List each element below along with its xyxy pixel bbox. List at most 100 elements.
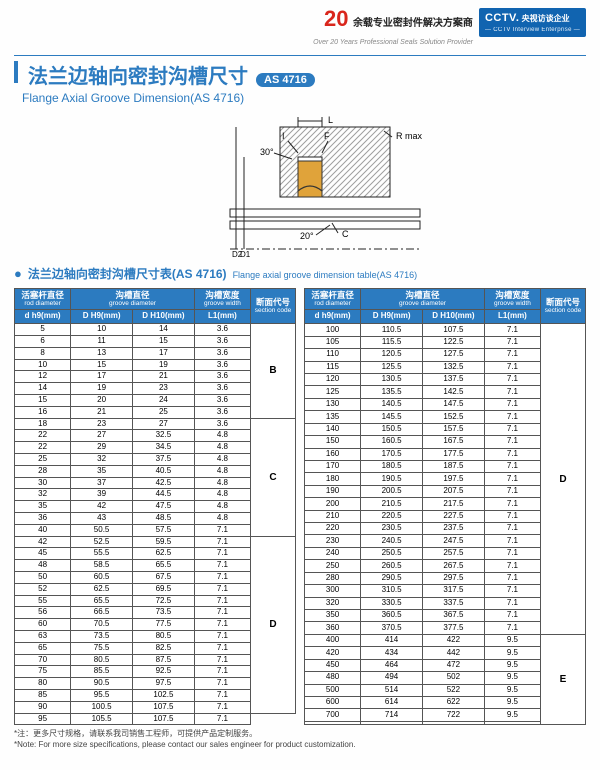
cell: 330.5 xyxy=(361,597,423,609)
cell: 480 xyxy=(305,672,361,684)
cell: 107.5 xyxy=(133,713,195,725)
title-cn: 法兰边轴向密封沟槽尺寸 xyxy=(28,60,248,89)
cell: 48 xyxy=(15,560,71,572)
cell: 7.1 xyxy=(484,448,540,460)
cell: 52.5 xyxy=(71,536,133,548)
cell: 217.5 xyxy=(423,498,485,510)
cell: 220.5 xyxy=(361,510,423,522)
u4r: L1(mm) xyxy=(484,310,540,324)
label-L: L xyxy=(328,115,333,125)
cell: 15 xyxy=(15,395,71,407)
cell: 102.5 xyxy=(133,689,195,701)
subhead-en: Flange axial groove dimension table(AS 4… xyxy=(233,270,418,280)
cell: 44.5 xyxy=(133,489,195,501)
cell: 7.1 xyxy=(484,460,540,472)
cell: 7.1 xyxy=(484,597,540,609)
cell: 187.5 xyxy=(423,460,485,472)
section-code-cell: B xyxy=(251,324,296,418)
cell: 9.5 xyxy=(484,672,540,684)
table-row: 100110.5107.57.1D xyxy=(305,324,586,336)
label-20: 20° xyxy=(300,231,314,241)
cell: 30 xyxy=(15,477,71,489)
cell: 622 xyxy=(423,696,485,708)
cell: 160 xyxy=(305,448,361,460)
cell: 55.5 xyxy=(71,548,133,560)
cell: 7.1 xyxy=(194,689,250,701)
cell: 7.1 xyxy=(484,572,540,584)
cell: 247.5 xyxy=(423,535,485,547)
cell: 3.6 xyxy=(194,406,250,418)
cell: 600 xyxy=(305,696,361,708)
h-col3: 沟槽宽度groove width xyxy=(194,289,250,310)
cell: 140.5 xyxy=(361,398,423,410)
top-20: 20 xyxy=(324,6,348,31)
bullet-icon: ● xyxy=(14,266,22,281)
cell: 7.1 xyxy=(484,398,540,410)
cell: 48.5 xyxy=(133,513,195,525)
label-30: 30° xyxy=(260,147,274,157)
cell: 15 xyxy=(71,359,133,371)
top-bar: 20 余载专业密封件解决方案商 Over 20 Years Profession… xyxy=(14,8,586,49)
cctv-en: — CCTV Interview Enterprise — xyxy=(485,27,580,33)
cell: 56 xyxy=(15,607,71,619)
cell: 7.1 xyxy=(484,609,540,621)
cell xyxy=(305,721,361,725)
cell: 67.5 xyxy=(133,572,195,584)
cell: 110.5 xyxy=(361,324,423,336)
cell: 95.5 xyxy=(71,689,133,701)
cell: 420 xyxy=(305,647,361,659)
cell: 7.1 xyxy=(484,523,540,535)
cell: 145.5 xyxy=(361,411,423,423)
cell: 107.5 xyxy=(133,701,195,713)
cell: 29 xyxy=(71,442,133,454)
cell: 502 xyxy=(423,672,485,684)
cell: 9.5 xyxy=(484,696,540,708)
cell: 500 xyxy=(305,684,361,696)
cell xyxy=(361,721,423,725)
diagram: L I F 30° R max D1 D2 20° C xyxy=(14,109,586,259)
cell: 7.1 xyxy=(194,619,250,631)
cell: 4.8 xyxy=(194,454,250,466)
cell: 7.1 xyxy=(484,498,540,510)
cell: 7.1 xyxy=(194,701,250,713)
cell: 300 xyxy=(305,585,361,597)
cell: 7.1 xyxy=(484,436,540,448)
cell: 115.5 xyxy=(361,336,423,348)
cell: 7.1 xyxy=(194,607,250,619)
cell: 4.8 xyxy=(194,477,250,489)
cell: 714 xyxy=(361,709,423,721)
cctv-cn: 央视访谈企业 xyxy=(522,14,570,23)
cell: 75.5 xyxy=(71,642,133,654)
cell: 43 xyxy=(71,513,133,525)
cell: 9.5 xyxy=(484,709,540,721)
cell: 240 xyxy=(305,547,361,559)
cell: 14 xyxy=(15,383,71,395)
cell: 494 xyxy=(361,672,423,684)
cell: 9.5 xyxy=(484,634,540,646)
cell: 210 xyxy=(305,510,361,522)
cell: 65.5 xyxy=(71,595,133,607)
cell: 19 xyxy=(71,383,133,395)
cell: 167.5 xyxy=(423,436,485,448)
cell: 7.1 xyxy=(484,473,540,485)
cell: 45 xyxy=(15,548,71,560)
cell: 414 xyxy=(361,634,423,646)
label-C: C xyxy=(342,229,349,239)
cell: 400 xyxy=(305,634,361,646)
cell: 32 xyxy=(71,454,133,466)
cell: 35 xyxy=(71,465,133,477)
cell: 40.5 xyxy=(133,465,195,477)
cell: 4.8 xyxy=(194,513,250,525)
cell: 65 xyxy=(15,642,71,654)
cell: 170 xyxy=(305,460,361,472)
cell: 237.5 xyxy=(423,523,485,535)
cell: 7.1 xyxy=(484,349,540,361)
cell: 442 xyxy=(423,647,485,659)
left-table: 活塞杆直径rod diameter 沟槽直径groove diameter 沟槽… xyxy=(14,288,296,725)
cell: 4.8 xyxy=(194,430,250,442)
top-en: Over 20 Years Professional Seals Solutio… xyxy=(313,39,473,46)
cell: 40 xyxy=(15,524,71,536)
cell: 350 xyxy=(305,609,361,621)
cell: 22 xyxy=(15,442,71,454)
cell: 3.6 xyxy=(194,336,250,348)
